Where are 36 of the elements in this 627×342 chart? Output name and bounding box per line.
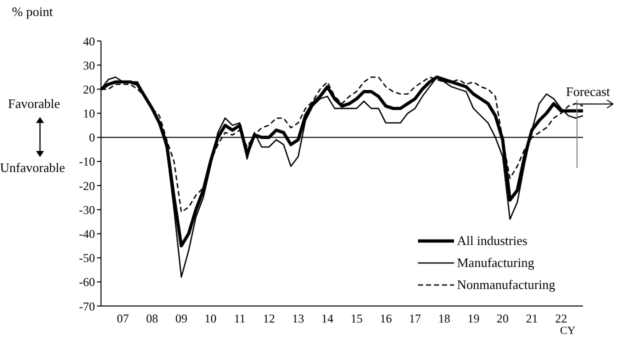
y-axis-title: % point bbox=[12, 4, 53, 20]
x-tick-label: 12 bbox=[262, 312, 275, 326]
text: Favorable bbox=[8, 96, 60, 112]
y-tick-label: -50 bbox=[79, 251, 95, 266]
y-tick-label: 40 bbox=[83, 34, 95, 48]
x-tick-label: 10 bbox=[204, 312, 217, 326]
legend-label: All industries bbox=[457, 233, 528, 249]
y-tick-label: 20 bbox=[83, 82, 95, 96]
legend-label: Manufacturing bbox=[457, 255, 534, 271]
y-tick-label: -70 bbox=[79, 299, 95, 314]
x-tick-label: 22 bbox=[555, 312, 568, 326]
x-tick-label: 18 bbox=[438, 312, 450, 326]
x-tick-label: 16 bbox=[380, 312, 392, 326]
x-tick-label: 15 bbox=[350, 312, 363, 326]
y-tick-label: 0 bbox=[89, 130, 95, 145]
y-tick-label: 10 bbox=[83, 106, 95, 121]
x-tick-label: 20 bbox=[496, 312, 509, 326]
y-tick-label: 30 bbox=[83, 58, 95, 72]
x-tick-label: 14 bbox=[321, 312, 334, 326]
x-tick-label: 09 bbox=[175, 312, 188, 326]
text: Unfavorable bbox=[0, 160, 65, 176]
x-tick-label: 08 bbox=[146, 312, 158, 326]
x-tick-label: 11 bbox=[234, 312, 246, 326]
y-tick-label: -40 bbox=[79, 226, 95, 241]
x-tick-label: 17 bbox=[409, 312, 422, 326]
x-tick-label: 07 bbox=[116, 312, 129, 326]
y-tick-label: -10 bbox=[79, 154, 95, 169]
x-tick-label: 19 bbox=[467, 312, 480, 326]
annotation: Forecast bbox=[566, 84, 610, 100]
y-tick-label: -60 bbox=[79, 275, 95, 290]
y-tick-label: -30 bbox=[79, 202, 95, 217]
x-axis-title: CY bbox=[560, 325, 576, 337]
y-tick-label: -20 bbox=[79, 178, 95, 193]
legend-label: Nonmanufacturing bbox=[457, 277, 556, 293]
x-tick-label: 13 bbox=[292, 312, 304, 326]
x-tick-label: 21 bbox=[526, 312, 538, 326]
